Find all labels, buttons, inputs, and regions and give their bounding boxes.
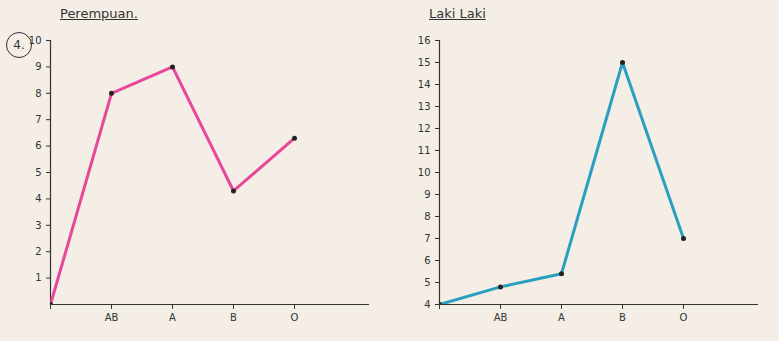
svg-text:13: 13: [418, 101, 431, 112]
svg-text:14: 14: [418, 79, 431, 90]
svg-text:10: 10: [29, 35, 42, 46]
svg-text:16: 16: [418, 35, 431, 46]
svg-text:4: 4: [35, 193, 41, 204]
svg-text:4: 4: [424, 299, 430, 310]
svg-text:6: 6: [35, 140, 41, 151]
svg-text:8: 8: [35, 88, 41, 99]
svg-text:1: 1: [35, 272, 41, 283]
svg-text:5: 5: [424, 277, 430, 288]
svg-text:7: 7: [424, 233, 430, 244]
html-text:4.: 4.: [13, 38, 25, 52]
svg-text:11: 11: [418, 145, 431, 156]
svg-text:O: O: [680, 312, 688, 323]
svg-text:2: 2: [35, 246, 41, 257]
html-text:Perempuan.: Perempuan.: [60, 6, 138, 21]
svg-text:10: 10: [418, 167, 431, 178]
svg-text:A: A: [558, 312, 565, 323]
svg-text:9: 9: [35, 61, 41, 72]
svg-text:12: 12: [418, 123, 431, 134]
svg-text:9: 9: [424, 189, 430, 200]
svg-text:5: 5: [35, 167, 41, 178]
svg-text:AB: AB: [494, 312, 508, 323]
html-text:Laki Laki: Laki Laki: [429, 6, 486, 21]
svg-text:7: 7: [35, 114, 41, 125]
svg-text:8: 8: [424, 211, 430, 222]
svg-text:A: A: [169, 312, 176, 323]
svg-text:B: B: [619, 312, 626, 323]
svg-text:3: 3: [35, 220, 41, 231]
svg-text:6: 6: [424, 255, 430, 266]
svg-text:AB: AB: [105, 312, 119, 323]
svg-text:15: 15: [418, 57, 431, 68]
svg-text:B: B: [230, 312, 237, 323]
svg-text:O: O: [291, 312, 299, 323]
